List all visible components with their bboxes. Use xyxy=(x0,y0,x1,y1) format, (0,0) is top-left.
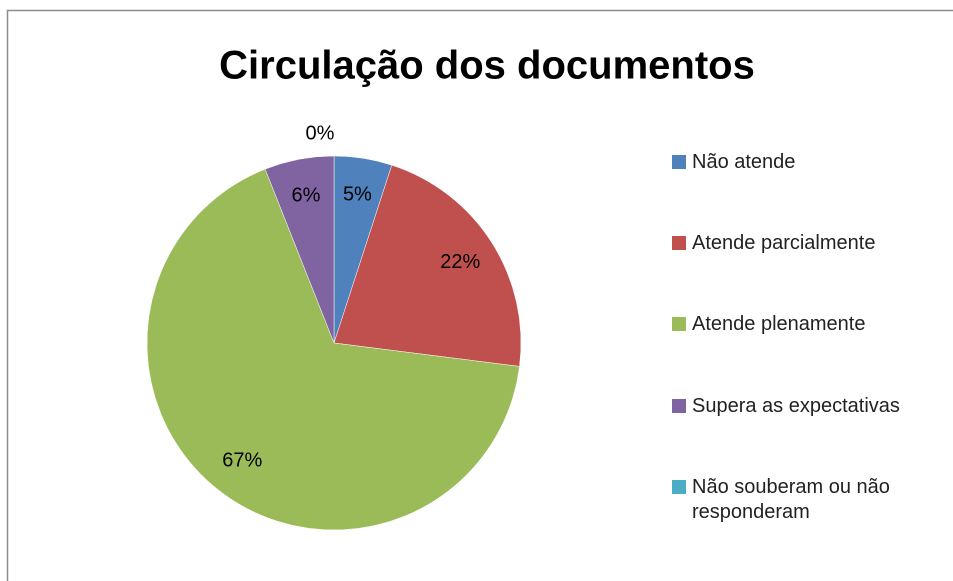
legend-label: Não souberam ou não responderam xyxy=(692,476,890,523)
pie-slice xyxy=(146,168,520,531)
data-label: 5% xyxy=(343,184,372,206)
legend-label: Não atende xyxy=(692,151,796,173)
pie-slice xyxy=(264,155,335,344)
legend-label: Atende plenamente xyxy=(692,313,866,335)
legend-label: Atende parcialmente xyxy=(692,232,876,254)
legend-swatch xyxy=(672,236,686,250)
legend-swatch xyxy=(672,399,686,413)
data-label: 0% xyxy=(306,122,335,144)
chart-title: Circulação dos documentos xyxy=(219,44,755,88)
legend-item: Não atende xyxy=(672,150,937,175)
legend-label: Supera as expectativas xyxy=(692,395,900,417)
legend-item: Supera as expectativas xyxy=(672,394,937,419)
legend-swatch xyxy=(672,155,686,169)
legend-item: Atende parcialmente xyxy=(672,231,937,256)
data-label: 67% xyxy=(222,449,262,471)
legend-swatch xyxy=(672,480,686,494)
data-label: 22% xyxy=(440,251,480,273)
legend-item: Não souberam ou não responderam xyxy=(672,475,937,525)
pie-slice xyxy=(333,164,522,367)
legend-swatch xyxy=(672,317,686,331)
legend-item: Atende plenamente xyxy=(672,312,937,337)
data-label: 6% xyxy=(292,184,321,206)
